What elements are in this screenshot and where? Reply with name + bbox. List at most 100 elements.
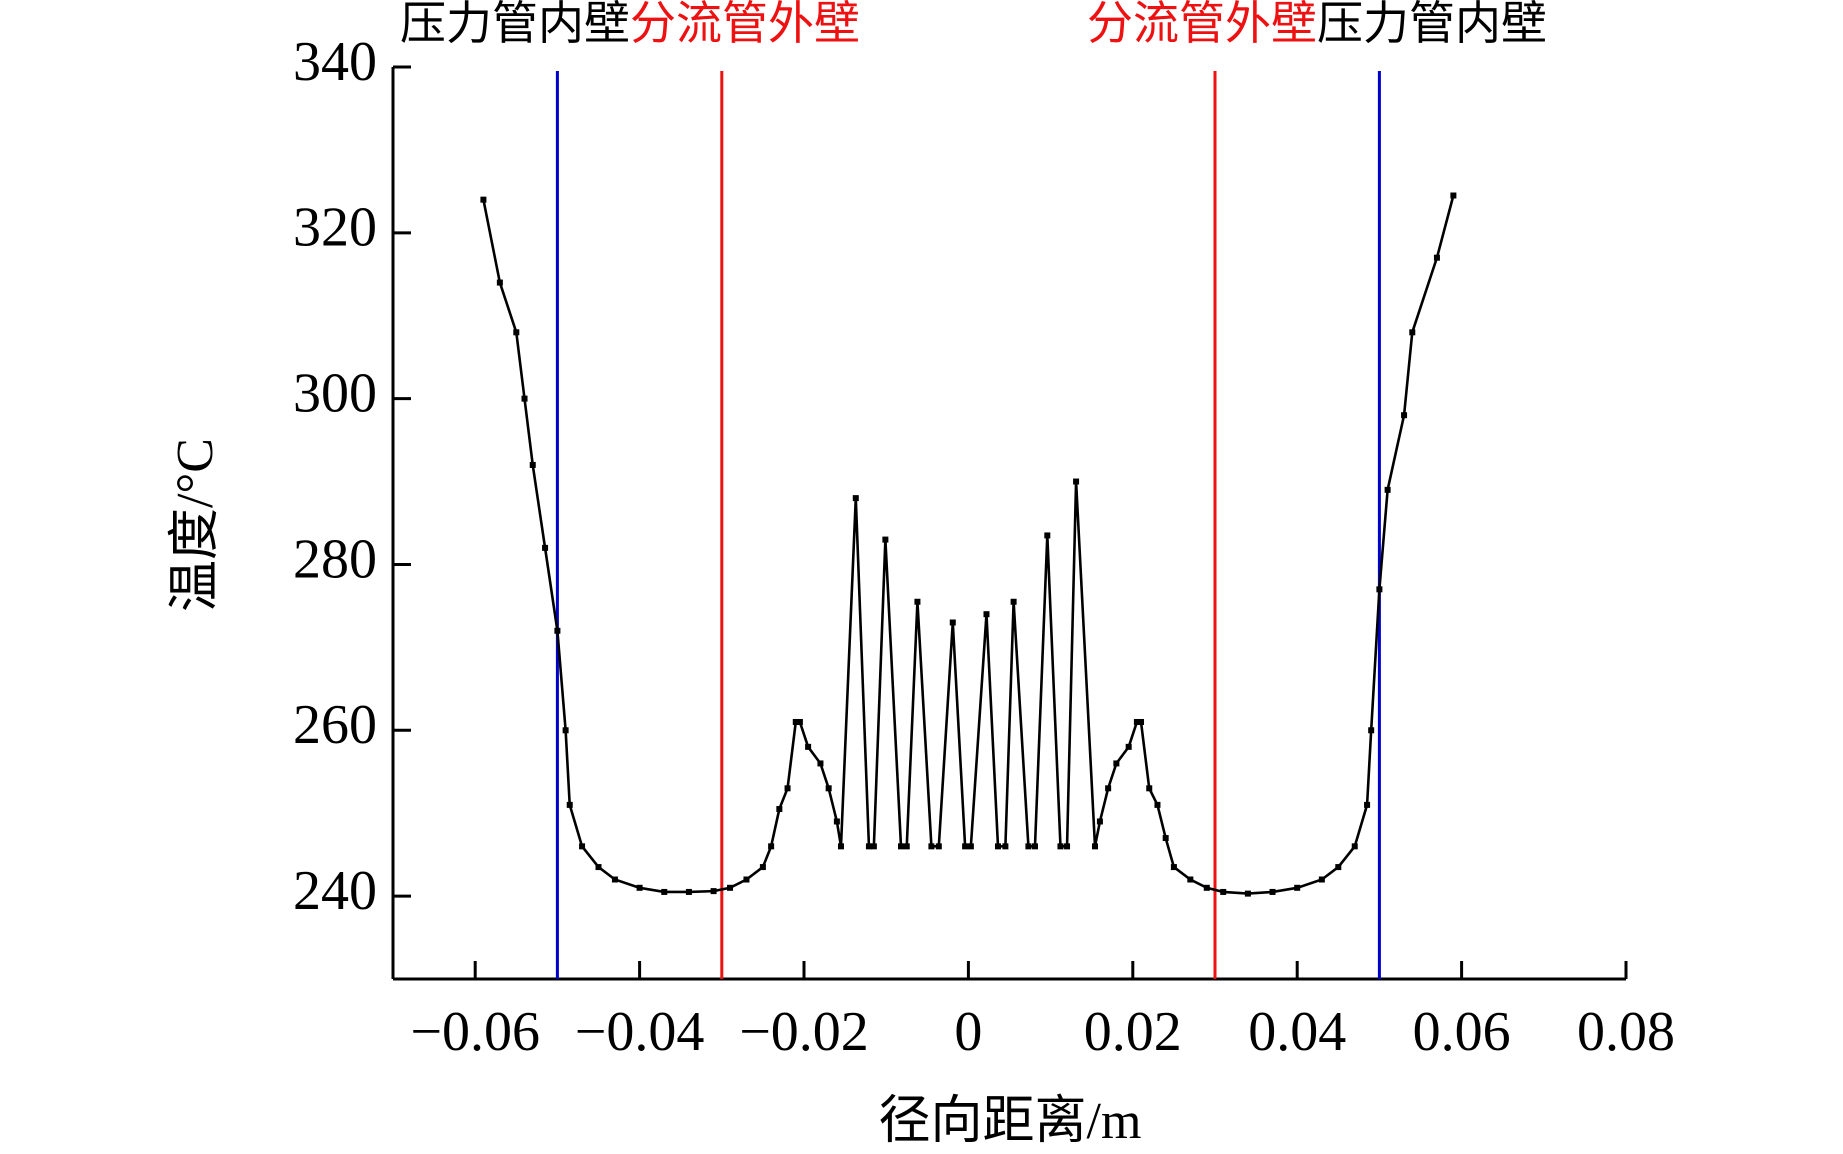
- data-point: [833, 818, 840, 825]
- data-point: [1269, 888, 1276, 895]
- data-point: [882, 536, 889, 543]
- data-point: [928, 843, 935, 850]
- data-point: [962, 843, 969, 850]
- data-point: [1368, 727, 1375, 734]
- data-point: [1096, 818, 1103, 825]
- data-point: [1125, 743, 1132, 750]
- x-tick-label: 0.02: [1084, 1001, 1182, 1063]
- data-point: [595, 864, 602, 871]
- y-tick-label: 280: [293, 528, 377, 590]
- data-line: [482, 195, 1455, 895]
- annotation: 分流管外壁压力管内壁: [1087, 0, 1547, 49]
- data-point: [784, 785, 791, 792]
- data-point: [1002, 843, 1009, 850]
- data-point: [685, 888, 692, 895]
- data-point: [1220, 888, 1227, 895]
- data-point: [1244, 890, 1251, 897]
- data-point: [837, 843, 844, 850]
- data-point: [1138, 718, 1145, 725]
- data-point: [949, 619, 956, 626]
- data-point: [1187, 876, 1194, 883]
- data-point: [542, 544, 549, 551]
- y-tick-label: 240: [293, 860, 377, 922]
- annotation-part: 分流管外壁: [1087, 0, 1317, 49]
- data-point: [1364, 801, 1371, 808]
- annotation: 压力管内壁分流管外壁: [400, 0, 860, 49]
- data-point: [1433, 254, 1440, 261]
- data-point: [710, 888, 717, 895]
- data-point: [1105, 785, 1112, 792]
- data-point: [768, 843, 775, 850]
- x-tick-label: −0.02: [739, 1001, 869, 1063]
- data-point: [1073, 478, 1080, 485]
- data-point: [865, 843, 872, 850]
- data-point: [1450, 192, 1457, 199]
- data-point: [759, 864, 766, 871]
- data-point: [914, 598, 921, 605]
- data-point: [1010, 598, 1017, 605]
- data-point: [994, 843, 1001, 850]
- y-tick-label: 320: [293, 197, 377, 259]
- y-tick-label: 340: [293, 31, 377, 93]
- data-point: [1057, 843, 1064, 850]
- data-point: [1376, 586, 1383, 593]
- data-point: [1113, 760, 1120, 767]
- data-point: [805, 743, 812, 750]
- data-point: [1133, 718, 1140, 725]
- data-point: [1203, 884, 1210, 891]
- y-axis-title: 温度/°C: [167, 438, 224, 612]
- data-point: [661, 888, 668, 895]
- data-point: [1335, 864, 1342, 871]
- data-point: [579, 843, 586, 850]
- data-point: [496, 279, 503, 286]
- x-tick-label: 0.06: [1413, 1001, 1511, 1063]
- data-point: [792, 718, 799, 725]
- data-point: [903, 843, 910, 850]
- data-point: [521, 395, 528, 402]
- data-point: [566, 801, 573, 808]
- data-point: [1294, 884, 1301, 891]
- y-tick-label: 300: [293, 362, 377, 424]
- data-point: [967, 843, 974, 850]
- y-tick-label: 260: [293, 694, 377, 756]
- data-point: [1401, 412, 1408, 419]
- data-point: [776, 806, 783, 813]
- data-point: [1154, 801, 1161, 808]
- data-point: [1318, 876, 1325, 883]
- data-point: [1162, 835, 1169, 842]
- x-tick-label: 0.04: [1248, 1001, 1346, 1063]
- data-point: [796, 718, 803, 725]
- annotation-part: 压力管内壁: [1317, 0, 1547, 49]
- data-point: [1091, 843, 1098, 850]
- data-point: [1170, 864, 1177, 871]
- data-point: [1351, 843, 1358, 850]
- x-tick-label: 0.08: [1577, 1001, 1675, 1063]
- annotation-part: 分流管外壁: [630, 0, 860, 49]
- data-point: [513, 329, 520, 336]
- data-point: [554, 627, 561, 634]
- data-point: [727, 884, 734, 891]
- data-point: [743, 876, 750, 883]
- data-point: [983, 611, 990, 618]
- data-point: [897, 843, 904, 850]
- x-axis-title: 径向距离/m: [879, 1093, 1142, 1150]
- data-point: [1384, 486, 1391, 493]
- x-tick-label: −0.06: [410, 1001, 540, 1063]
- data-point: [852, 495, 859, 502]
- data-point: [480, 196, 487, 203]
- data-point: [935, 843, 942, 850]
- data-point: [1031, 843, 1038, 850]
- data-point: [1044, 532, 1051, 539]
- data-point: [870, 843, 877, 850]
- data-point: [1025, 843, 1032, 850]
- data-point: [529, 461, 536, 468]
- data-point: [817, 760, 824, 767]
- annotation-part: 压力管内壁: [400, 0, 630, 49]
- x-tick-label: −0.04: [575, 1001, 705, 1063]
- x-tick-label: 0: [954, 1001, 982, 1063]
- data-point: [611, 876, 618, 883]
- data-point: [636, 884, 643, 891]
- data-point: [562, 727, 569, 734]
- data-point: [1064, 843, 1071, 850]
